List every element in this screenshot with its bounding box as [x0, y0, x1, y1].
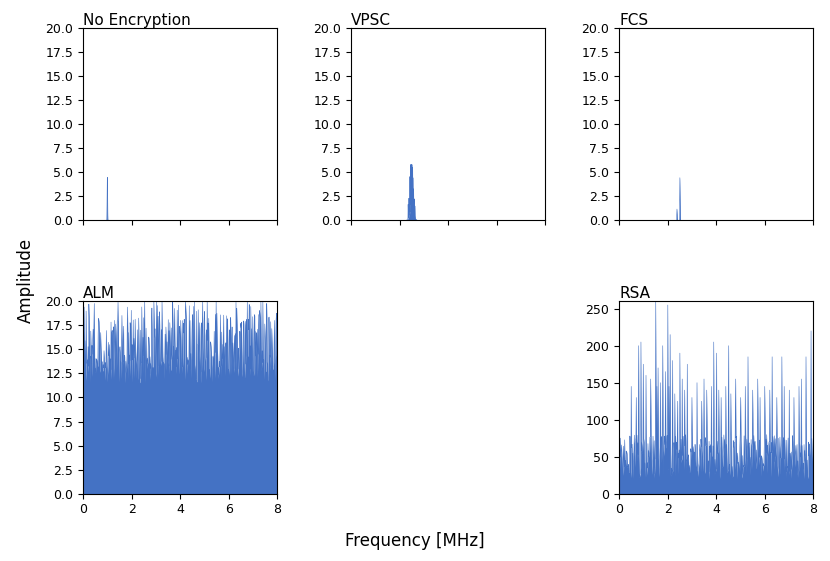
Text: RSA: RSA	[619, 286, 650, 301]
Text: VPSC: VPSC	[351, 13, 391, 28]
Text: Amplitude: Amplitude	[17, 238, 35, 323]
Text: ALM: ALM	[83, 286, 115, 301]
Text: No Encryption: No Encryption	[83, 13, 191, 28]
Text: FCS: FCS	[619, 13, 648, 28]
Text: Frequency [MHz]: Frequency [MHz]	[345, 532, 485, 550]
